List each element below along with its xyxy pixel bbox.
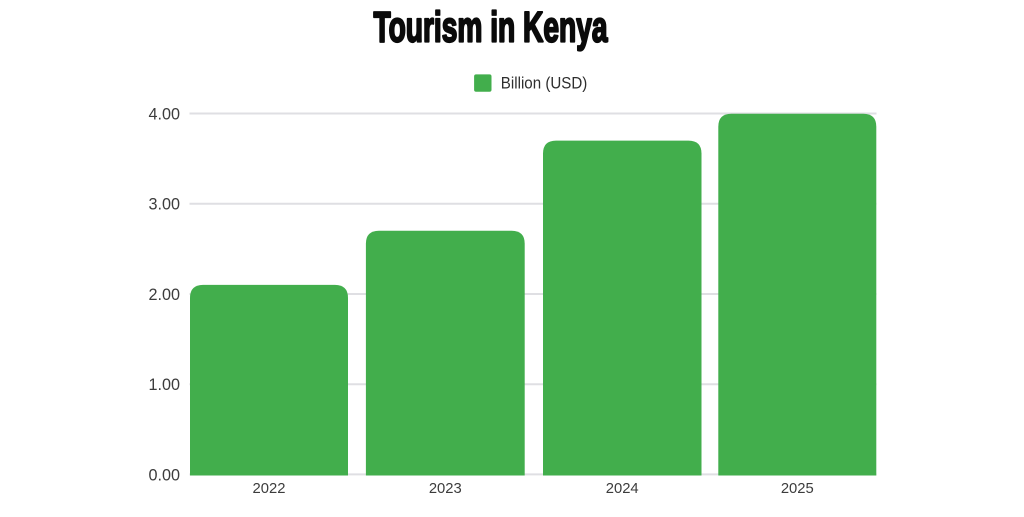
svg-text:3.00: 3.00: [148, 196, 180, 214]
svg-text:2025: 2025: [781, 481, 814, 497]
svg-text:2.00: 2.00: [148, 286, 180, 304]
svg-text:0.00: 0.00: [148, 466, 180, 484]
svg-text:1.00: 1.00: [148, 376, 180, 394]
svg-text:Tourism in Kenya: Tourism in Kenya: [374, 4, 608, 51]
svg-text:2023: 2023: [429, 481, 462, 497]
svg-text:Billion (USD): Billion (USD): [501, 74, 588, 92]
svg-text:2024: 2024: [606, 481, 639, 497]
svg-text:2022: 2022: [253, 481, 286, 497]
svg-text:4.00: 4.00: [148, 105, 180, 123]
